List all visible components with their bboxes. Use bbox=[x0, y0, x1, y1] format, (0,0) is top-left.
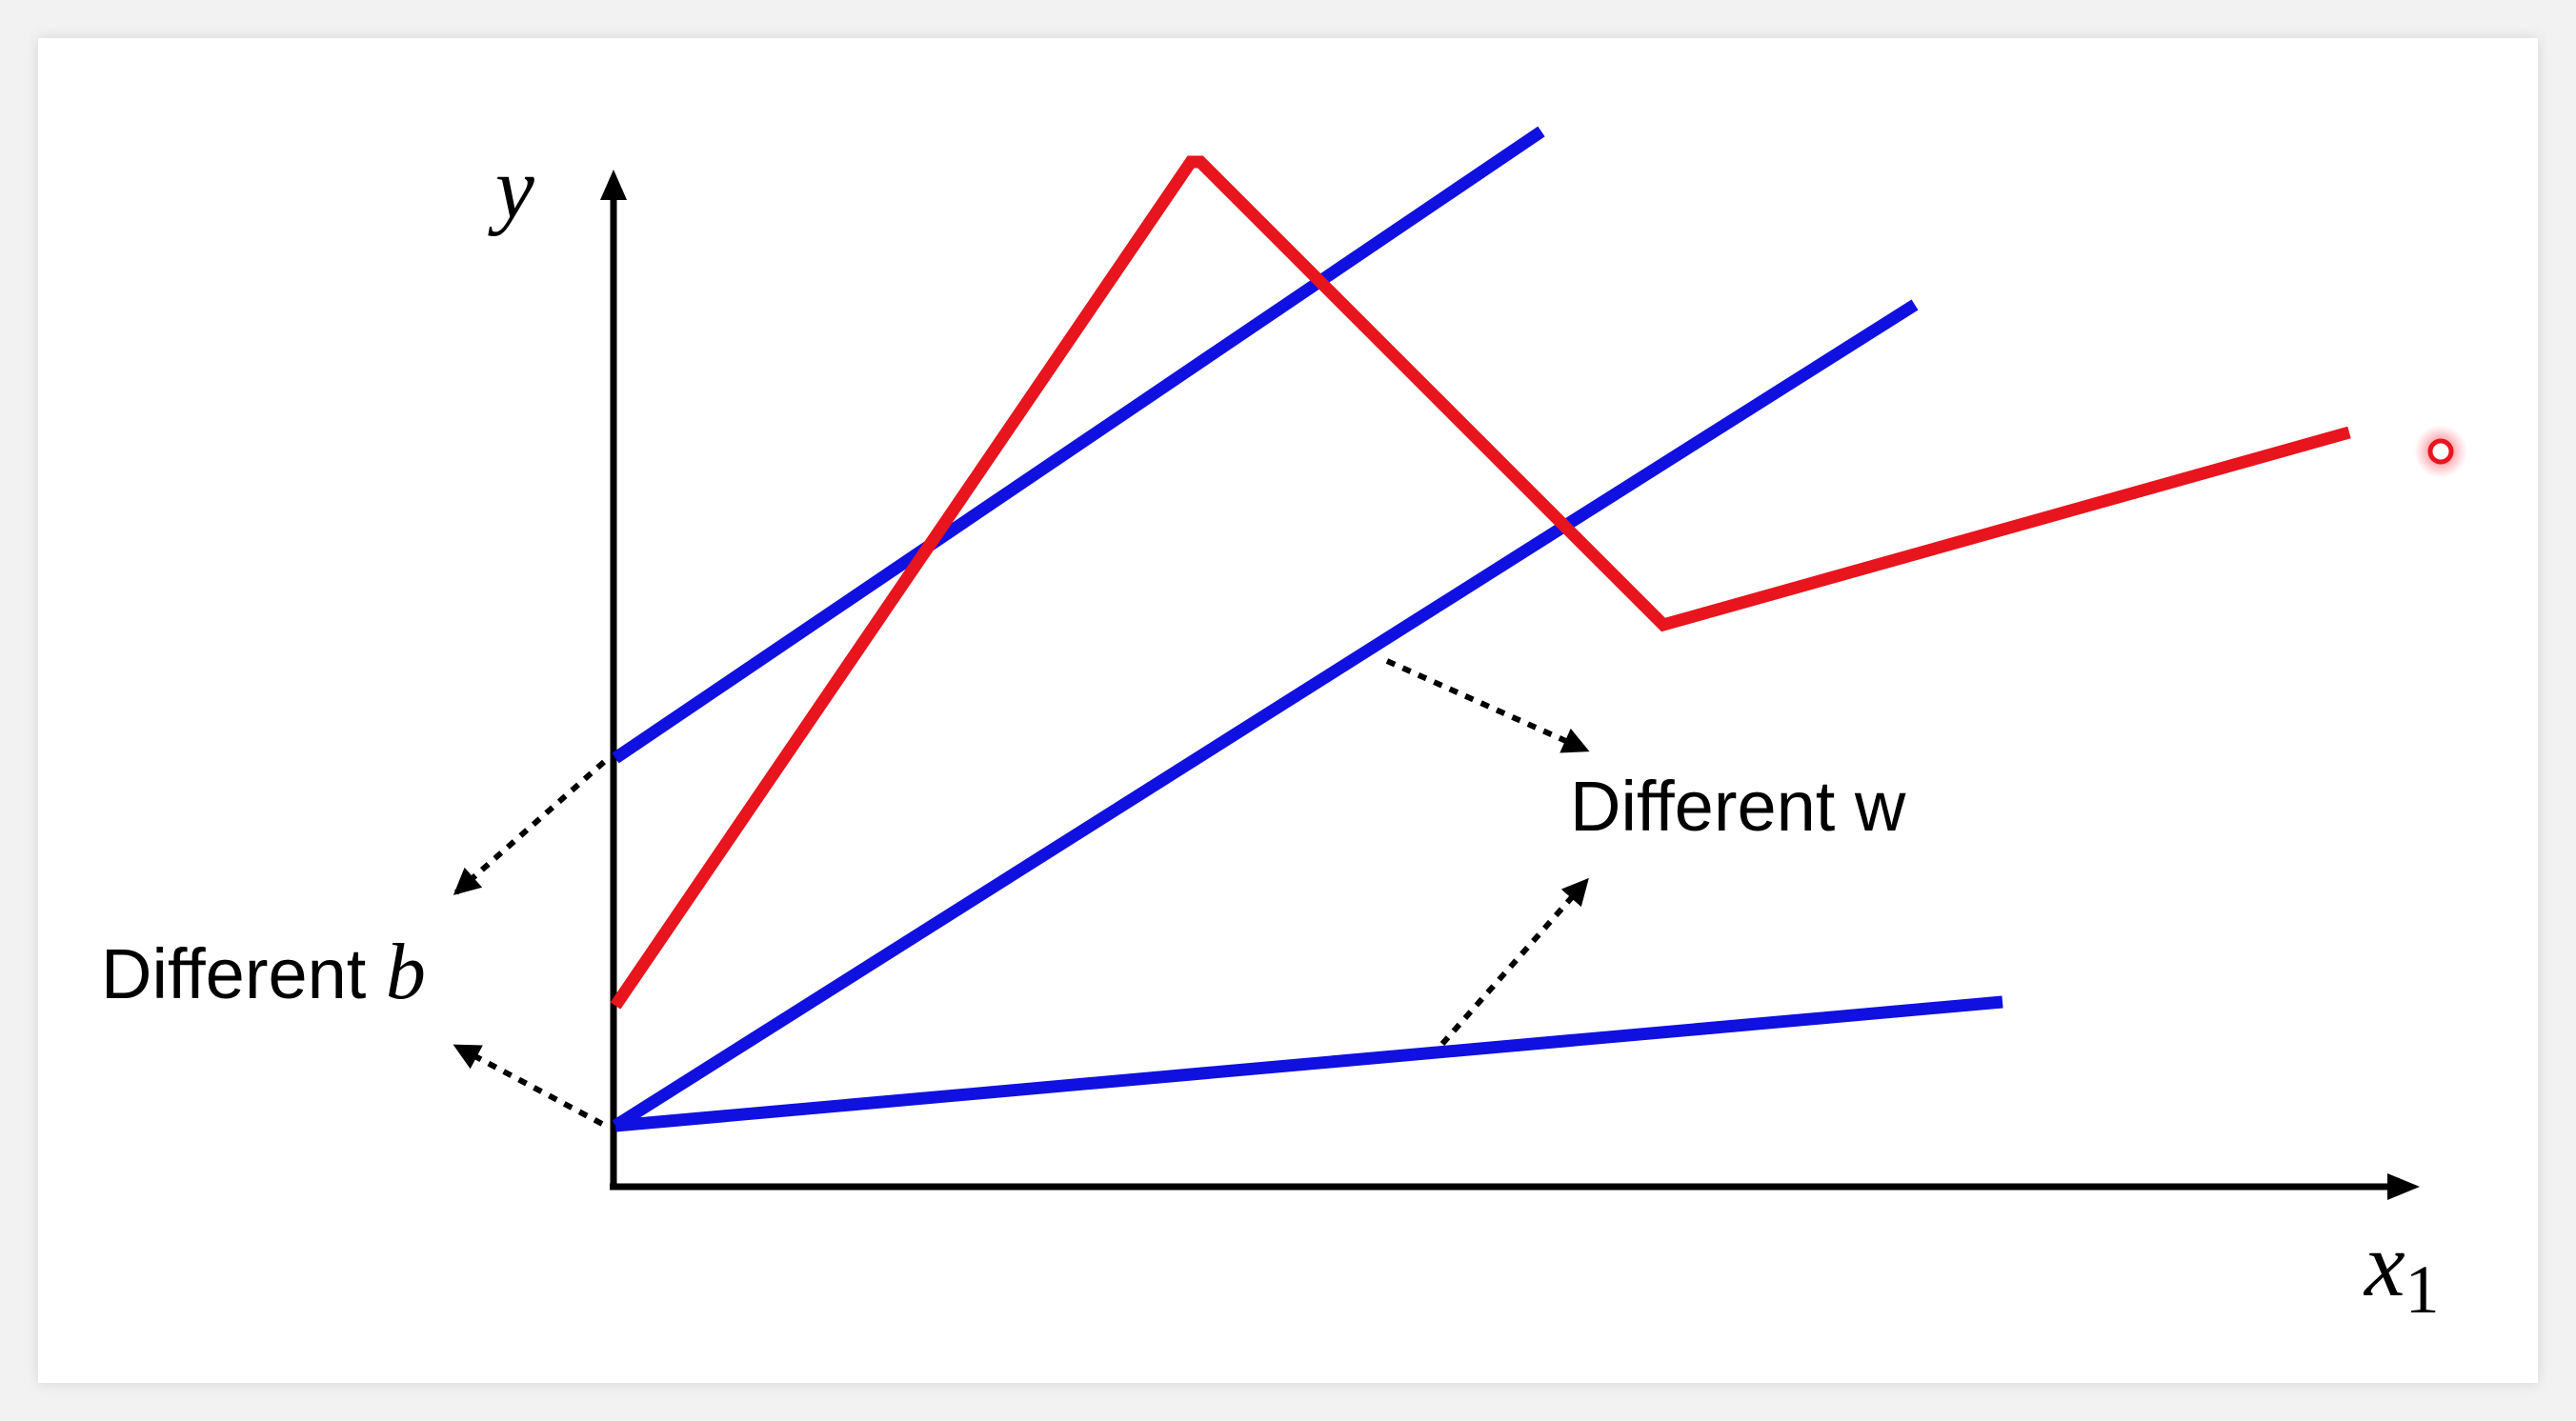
x-axis-label-base: x bbox=[2363, 1213, 2405, 1315]
different-b-label-prefix: Different bbox=[101, 934, 386, 1013]
x-axis-label: x1 bbox=[2363, 1213, 2440, 1328]
axes bbox=[600, 170, 2420, 1200]
x-axis-arrowhead bbox=[2387, 1173, 2420, 1200]
y-axis-arrowhead bbox=[600, 170, 627, 200]
different-b-label: Different b bbox=[101, 928, 426, 1016]
piecewise-linear-curve bbox=[610, 155, 2351, 1010]
different-w-arrows bbox=[1385, 658, 1590, 1046]
linear-line-high-intercept bbox=[612, 126, 1545, 764]
slide-background bbox=[38, 38, 2538, 1383]
linear-line-shallow bbox=[614, 995, 2003, 1132]
different-w-arrow-from-shallow bbox=[1439, 877, 1590, 1046]
different-b-arrow-upper bbox=[453, 759, 606, 896]
x-axis-label-subscript: 1 bbox=[2405, 1251, 2440, 1328]
different-b-label-var: b bbox=[386, 928, 426, 1016]
different-w-label: Different w bbox=[1570, 767, 1906, 846]
laser-pointer-dot-icon bbox=[2414, 425, 2467, 478]
linear-line-steep bbox=[612, 299, 1919, 1131]
different-b-arrow-lower bbox=[453, 1043, 604, 1127]
y-axis-label: y bbox=[488, 139, 534, 236]
different-w-arrow-from-steep bbox=[1385, 658, 1590, 753]
linear-lines bbox=[612, 126, 2003, 1132]
different-b-arrows bbox=[453, 759, 606, 1127]
